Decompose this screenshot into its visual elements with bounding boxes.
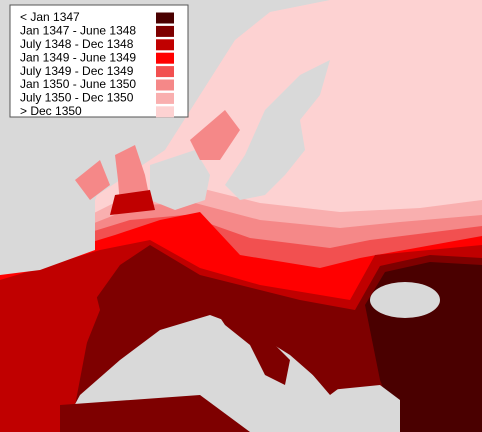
legend-label: > Dec 1350	[20, 104, 82, 118]
black-sea	[370, 282, 440, 318]
norway	[190, 110, 240, 160]
legend-swatch	[156, 52, 174, 64]
legend-swatch	[156, 25, 174, 37]
legend-label: < Jan 1347	[20, 10, 80, 24]
britain	[115, 145, 150, 205]
zone	[0, 285, 100, 410]
legend-label: Jan 1350 - June 1350	[20, 77, 136, 91]
legend-label: July 1348 - Dec 1348	[20, 37, 134, 51]
legend-label: Jan 1349 - June 1349	[20, 50, 136, 64]
africa	[60, 395, 250, 432]
legend-swatch	[156, 39, 174, 51]
legend-label: July 1350 - Dec 1350	[20, 91, 134, 105]
legend-swatch	[156, 92, 174, 104]
legend-swatch	[156, 12, 174, 24]
legend-label: July 1349 - Dec 1349	[20, 64, 134, 78]
legend-swatch	[156, 79, 174, 91]
legend-swatch	[156, 106, 174, 118]
baltic	[225, 60, 330, 200]
ireland	[75, 160, 110, 200]
north-sea	[150, 150, 210, 210]
balkans	[270, 320, 355, 395]
legend-label: Jan 1347 - June 1348	[20, 24, 136, 38]
italy	[215, 300, 290, 385]
south-britain	[110, 190, 155, 215]
legend-swatch	[156, 66, 174, 78]
islands	[60, 110, 355, 432]
